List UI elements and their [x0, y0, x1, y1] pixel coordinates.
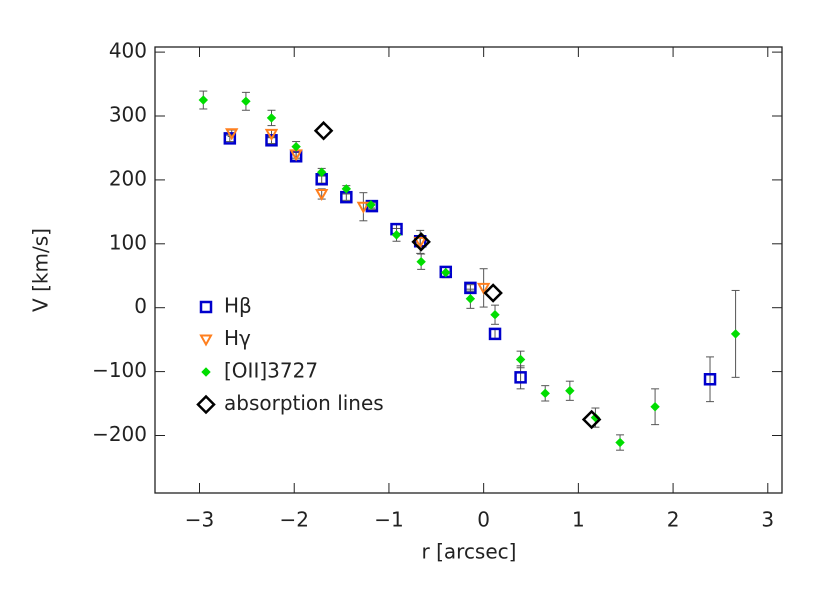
legend-marker [199, 300, 213, 314]
point [441, 267, 451, 278]
point [241, 96, 251, 107]
y-tick-label: 100 [109, 230, 147, 254]
point [581, 409, 602, 430]
point [465, 294, 476, 304]
point [514, 371, 527, 384]
x-tick-label: 3 [761, 508, 774, 532]
y-tick-label: 0 [134, 294, 147, 318]
y-tick-label: 200 [109, 166, 147, 190]
point [356, 201, 371, 214]
point [703, 373, 717, 386]
x-tick-label: 0 [477, 508, 490, 532]
point [341, 184, 352, 194]
legend-marker [201, 367, 211, 377]
point [488, 327, 502, 341]
y-tick-label: −100 [92, 358, 147, 382]
point [316, 167, 327, 177]
point [225, 128, 239, 141]
point [476, 282, 491, 295]
point [291, 141, 301, 152]
point [265, 134, 278, 147]
point [565, 386, 575, 396]
legend-label: [OII]3727 [224, 359, 318, 383]
point [416, 256, 426, 267]
point [540, 388, 550, 399]
point [650, 402, 660, 412]
y-tick-label: −200 [92, 422, 147, 446]
point [391, 230, 402, 240]
point [411, 232, 431, 252]
x-axis-label: r [arcsec] [422, 540, 517, 564]
point [314, 188, 329, 202]
legend-label: absorption lines [224, 391, 384, 415]
y-axis-label: V [km/s] [29, 228, 53, 312]
x-tick-label: −3 [185, 508, 214, 532]
legend-marker [196, 394, 216, 415]
x-tick-label: 2 [667, 508, 680, 532]
point [313, 120, 334, 141]
x-tick-label: −2 [279, 508, 308, 532]
point [413, 236, 427, 249]
legend-marker [199, 334, 213, 347]
y-tick-label: 400 [109, 39, 147, 63]
legend-label: Hγ [224, 326, 251, 350]
point [483, 283, 503, 303]
point [615, 437, 625, 448]
point [730, 329, 741, 339]
point [198, 95, 209, 105]
point [366, 200, 376, 210]
y-tick-label: 300 [109, 103, 147, 127]
legend-label: Hβ [224, 294, 252, 318]
plot-frame [154, 46, 783, 494]
point [515, 354, 526, 365]
point [264, 128, 279, 141]
point [266, 113, 277, 123]
x-tick-label: −1 [374, 508, 403, 532]
point [464, 281, 477, 295]
x-tick-label: 1 [572, 508, 585, 532]
point [490, 310, 500, 320]
